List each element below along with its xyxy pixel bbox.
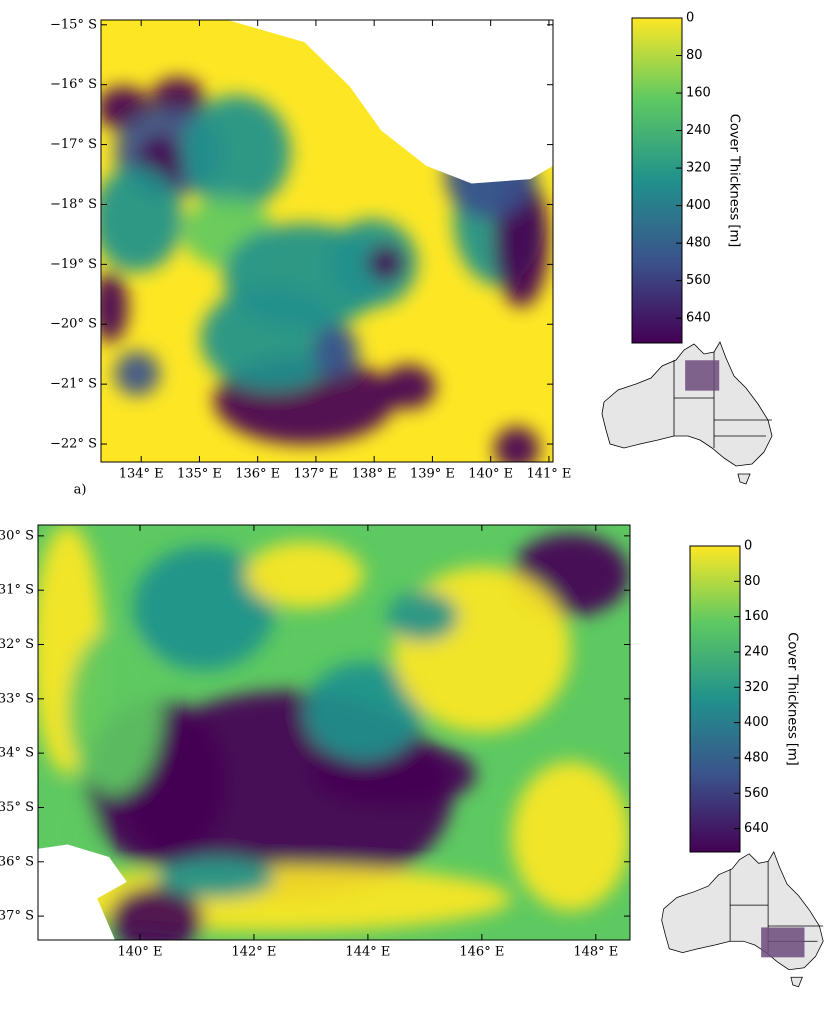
x-tick-label: 144° E: [345, 945, 390, 960]
map-blob: [200, 285, 346, 392]
x-tick-label: 146° E: [459, 945, 504, 960]
colorbar-tick-label: 80: [686, 48, 703, 63]
panel-label: a): [74, 483, 87, 498]
x-tick-label: 137° E: [293, 467, 338, 482]
x-tick-label: 134° E: [119, 467, 164, 482]
map-frame: [100, 19, 554, 463]
colorbar-label: Cover Thickness [m]: [785, 632, 800, 765]
map-field: [101, 20, 553, 462]
colorbar-tick-label: 160: [686, 86, 711, 101]
map-blob: [387, 591, 459, 642]
colorbar-tick-label: 480: [686, 236, 711, 251]
colorbar-tick-label: 80: [744, 574, 761, 589]
map-blob: [182, 95, 291, 211]
colorbar-tick-label: 240: [686, 123, 711, 138]
y-tick-label: −21° S: [50, 377, 97, 392]
map-blob: [101, 165, 183, 272]
state-borders: [729, 861, 824, 953]
y-tick-label: −20° S: [50, 317, 97, 332]
y-tick-label: −22° S: [50, 437, 97, 452]
y-tick-label: −19° S: [50, 257, 97, 272]
map-blob: [132, 545, 275, 671]
colorbar-tick-label: 320: [686, 161, 711, 176]
map-blob: [245, 541, 364, 608]
colorbar-tick-label: 560: [744, 786, 769, 801]
colorbar-tick-label: 240: [744, 644, 769, 659]
colorbar-tick-label: 480: [744, 750, 769, 765]
colorbar-tick-label: 0: [744, 539, 752, 554]
x-tick-label: 148° E: [573, 945, 618, 960]
x-tick-label: 136° E: [235, 467, 280, 482]
map-blob: [156, 857, 275, 899]
map-blob: [109, 886, 204, 940]
map-blob: [313, 324, 359, 379]
colorbar-tick-label: 0: [686, 11, 694, 26]
x-tick-label: 140° E: [118, 945, 163, 960]
y-tick-label: −18° S: [50, 197, 97, 212]
x-tick-label: 140° E: [468, 467, 513, 482]
x-tick-label: 138° E: [352, 467, 397, 482]
y-tick-label: −17° S: [50, 137, 97, 152]
y-tick-label: −34° S: [0, 746, 34, 761]
ocean: [227, 20, 553, 184]
map-blobs: [38, 525, 630, 940]
map-blob: [381, 364, 436, 409]
australia: [601, 341, 773, 467]
colorbar-tick-label: 400: [744, 715, 769, 730]
inset-map: [661, 851, 824, 988]
map-blob: [114, 351, 160, 396]
y-tick-label: −35° S: [0, 800, 34, 815]
state-borders: [673, 352, 772, 448]
tasmania: [737, 473, 751, 485]
map-blob: [304, 661, 423, 762]
map-blob: [393, 566, 571, 733]
ocean: [38, 844, 127, 940]
x-tick-label: 139° E: [410, 467, 455, 482]
y-tick-label: −16° S: [50, 77, 97, 92]
x-tick-label: 142° E: [231, 945, 276, 960]
colorbar-tick-label: 640: [686, 311, 711, 326]
y-tick-label: −31° S: [0, 583, 34, 598]
colorbar-tick-label: 400: [686, 198, 711, 213]
colorbar-tick-label: 560: [686, 273, 711, 288]
map-frame: [37, 524, 631, 941]
x-tick-label: 135° E: [177, 467, 222, 482]
colorbar-label: Cover Thickness [m]: [727, 114, 742, 247]
y-tick-label: −32° S: [0, 637, 34, 652]
colorbar-tick-label: 160: [744, 609, 769, 624]
colorbar: [689, 545, 741, 853]
y-tick-label: −15° S: [50, 17, 97, 32]
colorbar-tick-label: 320: [744, 680, 769, 695]
tasmania: [790, 976, 803, 988]
y-tick-label: −36° S: [0, 854, 34, 869]
y-tick-label: −33° S: [0, 691, 34, 706]
map-field: [38, 525, 630, 940]
inset-map: [601, 341, 773, 485]
y-tick-label: −30° S: [0, 528, 34, 543]
inset-extent: [685, 360, 720, 391]
colorbar: [631, 17, 683, 344]
inset-extent: [761, 927, 805, 958]
map-blob: [67, 628, 163, 795]
map-blob: [511, 761, 630, 911]
map-blob: [101, 271, 129, 343]
x-tick-label: 141° E: [526, 467, 571, 482]
map-blob: [367, 245, 404, 281]
map-blob: [494, 426, 540, 462]
y-tick-label: −37° S: [0, 909, 34, 924]
colorbar-tick-label: 640: [744, 821, 769, 836]
